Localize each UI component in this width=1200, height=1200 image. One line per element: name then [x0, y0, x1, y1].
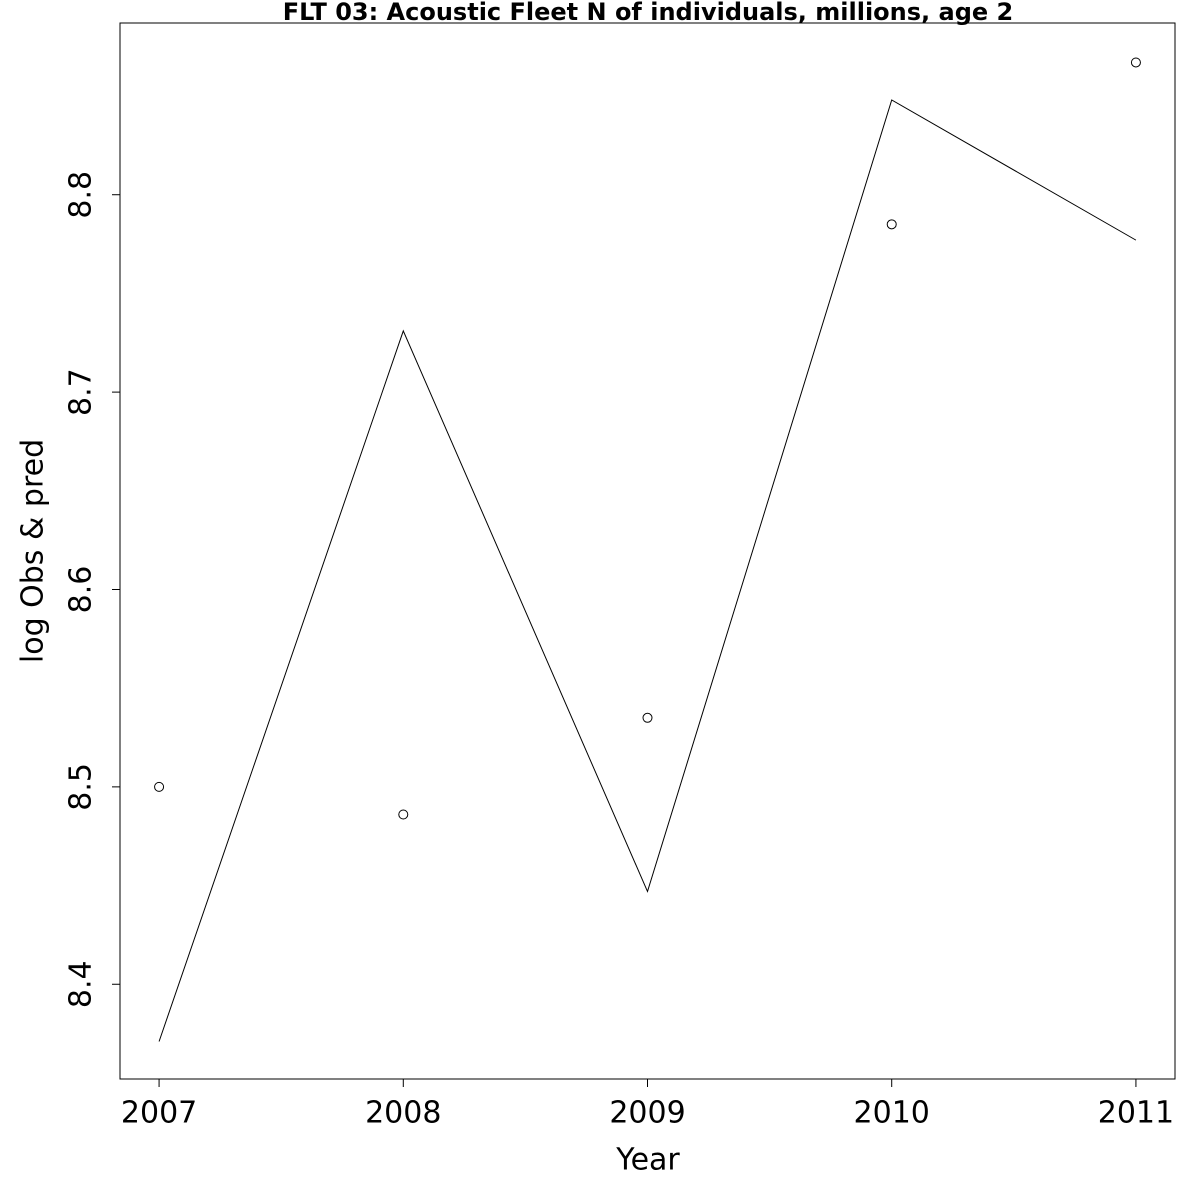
chart-title: FLT 03: Acoustic Fleet N of individuals,…: [283, 0, 1013, 26]
y-axis-label: log Obs & pred: [16, 439, 51, 663]
obs-point: [886, 219, 897, 230]
x-tick-label: 2011: [1098, 1096, 1174, 1131]
obs-point: [1130, 57, 1141, 68]
y-tick-label: 8.7: [64, 368, 99, 416]
obs-point: [398, 809, 409, 820]
obs-point: [154, 781, 165, 792]
y-tick-label: 8.4: [64, 960, 99, 1008]
x-tick-label: 2010: [854, 1096, 930, 1131]
x-axis-label: Year: [615, 1143, 680, 1178]
y-tick-label: 8.8: [64, 171, 99, 219]
obs-point: [642, 712, 653, 723]
y-tick-label: 8.6: [64, 566, 99, 614]
x-tick-label: 2009: [609, 1096, 685, 1131]
x-tick-label: 2007: [121, 1096, 197, 1131]
y-tick-label: 8.5: [64, 763, 99, 811]
plot-frame: [119, 22, 1176, 1080]
x-tick-label: 2008: [365, 1096, 441, 1131]
pred-line: [158, 99, 1137, 1042]
